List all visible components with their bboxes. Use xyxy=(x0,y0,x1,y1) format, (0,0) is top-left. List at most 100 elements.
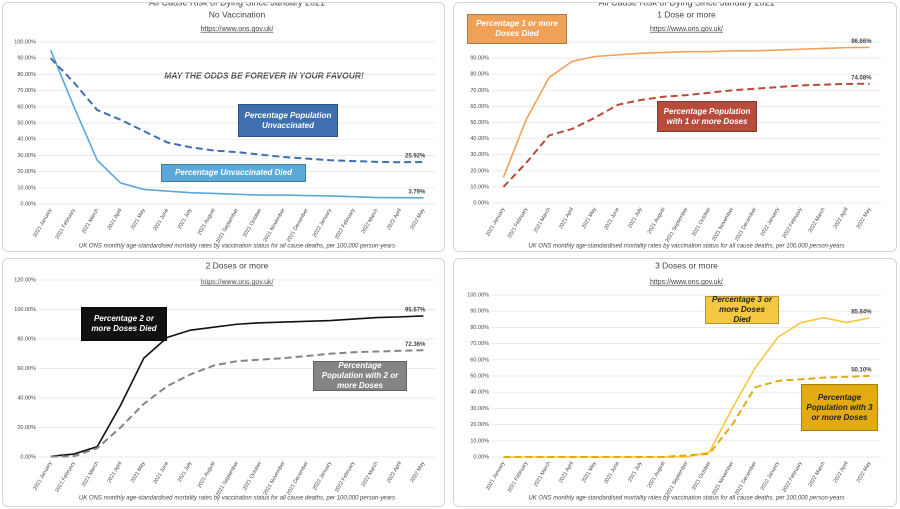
x-tick-label: 2022 March xyxy=(808,461,827,488)
y-tick-label: 50.00% xyxy=(470,120,489,126)
x-tick-label: 2021 October xyxy=(691,461,712,492)
data-label: 25.92% xyxy=(405,154,426,160)
x-tick-label: 2022 May xyxy=(409,207,426,230)
x-tick-label: 2021 July xyxy=(177,207,194,230)
footnote: UK ONS monthly age-standardised mortalit… xyxy=(528,496,844,502)
source-url: https://www.ons.gov.uk/ xyxy=(200,279,273,286)
series-line xyxy=(49,57,424,164)
y-tick-label: 0.00% xyxy=(20,454,36,460)
chart-panel: All Cause Risk of Dying Since January 20… xyxy=(453,2,897,252)
y-tick-label: 30.00% xyxy=(17,153,36,159)
x-tick-label: 2021 June xyxy=(603,207,621,231)
series-line xyxy=(502,46,870,178)
y-tick-label: 60.00% xyxy=(470,357,489,363)
x-tick-label: 2021 April xyxy=(107,208,124,231)
y-tick-label: 80.00% xyxy=(470,325,489,331)
x-tick-label: 2021 June xyxy=(152,461,170,485)
x-tick-label: 2022 January xyxy=(760,206,781,237)
x-tick-label: 2022 February xyxy=(781,460,804,493)
x-tick-label: 2022 January xyxy=(312,460,333,491)
x-tick-label: 2021 January xyxy=(32,207,53,238)
x-tick-label: 2021 September xyxy=(215,461,240,498)
y-tick-label: 100.00% xyxy=(467,292,489,298)
data-label: 72.36% xyxy=(405,342,426,348)
data-label: 96.66% xyxy=(851,39,872,45)
y-tick-label: 0.00% xyxy=(473,454,489,460)
x-tick-label: 2022 March xyxy=(361,208,380,235)
y-tick-label: 10.00% xyxy=(17,185,36,191)
x-tick-label: 2021 February xyxy=(507,460,530,493)
x-tick-label: 2022 January xyxy=(312,207,333,238)
x-tick-label: 2021 December xyxy=(286,461,310,497)
legend-entry: Percentage Population Unvaccinated xyxy=(238,104,338,137)
x-tick-label: 2022 January xyxy=(760,460,781,491)
x-tick-label: 2022 April xyxy=(386,461,403,484)
y-tick-label: 80.00% xyxy=(17,336,36,342)
x-tick-label: 2021 May xyxy=(130,207,147,230)
legend-entry: Percentage 1 or more Doses Died xyxy=(467,14,567,44)
y-tick-label: 100.00% xyxy=(14,307,36,313)
y-tick-label: 0.00% xyxy=(473,200,489,206)
chart-subtitle: 1 Dose or more xyxy=(657,9,716,19)
x-tick-label: 2021 March xyxy=(533,461,552,488)
x-tick-label: 2021 October xyxy=(691,207,712,238)
x-tick-label: 2021 July xyxy=(627,460,644,483)
y-tick-label: 60.00% xyxy=(470,104,489,110)
chart-title: All Cause Risk of Dying Since January 20… xyxy=(149,3,325,7)
y-tick-label: 80.00% xyxy=(17,72,36,78)
y-tick-label: 60.00% xyxy=(17,104,36,110)
x-tick-label: 2021 August xyxy=(197,460,217,489)
data-label: 50.10% xyxy=(851,367,872,373)
x-tick-label: 2021 May xyxy=(581,206,598,229)
x-tick-label: 2021 April xyxy=(558,207,575,230)
x-tick-label: 2021 December xyxy=(286,208,310,244)
chart-subtitle: 2 Doses or more xyxy=(206,260,269,270)
series-line xyxy=(50,349,424,458)
legend-entry: Percentage Population with 1 or more Dos… xyxy=(657,101,757,132)
source-url: https://www.ons.gov.uk/ xyxy=(200,26,273,33)
chart-panel: All Cause Risk of Dying Since January 20… xyxy=(2,258,445,507)
x-tick-label: 2021 November xyxy=(711,207,735,243)
data-label: 85.84% xyxy=(851,310,872,316)
legend-entry: Percentage 2 or more Doses Died xyxy=(81,307,167,341)
y-tick-label: 40.00% xyxy=(470,390,489,396)
chart: All Cause Risk of Dying Since January 20… xyxy=(467,3,881,250)
series-line xyxy=(50,315,424,458)
x-tick-label: 2022 May xyxy=(856,460,873,483)
y-tick-label: 20.00% xyxy=(470,168,489,174)
x-tick-label: 2021 December xyxy=(734,207,758,243)
data-label: 95.67% xyxy=(405,307,426,313)
y-tick-label: 20.00% xyxy=(17,169,36,175)
x-tick-label: 2021 January xyxy=(32,460,53,491)
y-tick-label: 40.00% xyxy=(17,395,36,401)
footnote: UK ONS monthly age-standardised mortalit… xyxy=(528,244,844,250)
legend-entry: Percentage Population with 2 or more Dos… xyxy=(313,361,407,391)
y-tick-label: 80.00% xyxy=(470,72,489,78)
x-tick-label: 2022 April xyxy=(833,207,850,230)
x-tick-label: 2021 September xyxy=(665,207,690,244)
x-tick-label: 2021 March xyxy=(533,207,552,234)
y-tick-label: 50.00% xyxy=(470,373,489,379)
y-tick-label: 50.00% xyxy=(17,120,36,126)
x-tick-label: 2022 May xyxy=(856,206,873,229)
footnote: UK ONS monthly age-standardised mortalit… xyxy=(79,496,395,502)
y-tick-label: 40.00% xyxy=(17,137,36,143)
y-tick-label: 90.00% xyxy=(17,56,36,62)
x-tick-label: 2021 July xyxy=(627,206,644,229)
x-tick-label: 2021 January xyxy=(485,206,506,237)
x-tick-label: 2022 February xyxy=(781,206,804,239)
x-tick-label: 2021 June xyxy=(603,461,621,485)
x-tick-label: 2021 March xyxy=(81,461,100,488)
source-url: https://www.ons.gov.uk/ xyxy=(650,26,723,33)
y-tick-label: 70.00% xyxy=(470,88,489,94)
x-tick-label: 2022 March xyxy=(808,207,827,234)
x-tick-label: 2022 March xyxy=(361,461,380,488)
x-tick-label: 2021 November xyxy=(711,461,735,497)
y-tick-label: 10.00% xyxy=(470,438,489,444)
y-tick-label: 60.00% xyxy=(17,366,36,372)
x-tick-label: 2021 August xyxy=(197,207,217,236)
chart: All Cause Risk of Dying Since January 20… xyxy=(467,260,881,502)
y-tick-label: 90.00% xyxy=(470,309,489,315)
x-tick-label: 2021 June xyxy=(152,208,170,232)
data-label: 74.08% xyxy=(851,75,872,81)
